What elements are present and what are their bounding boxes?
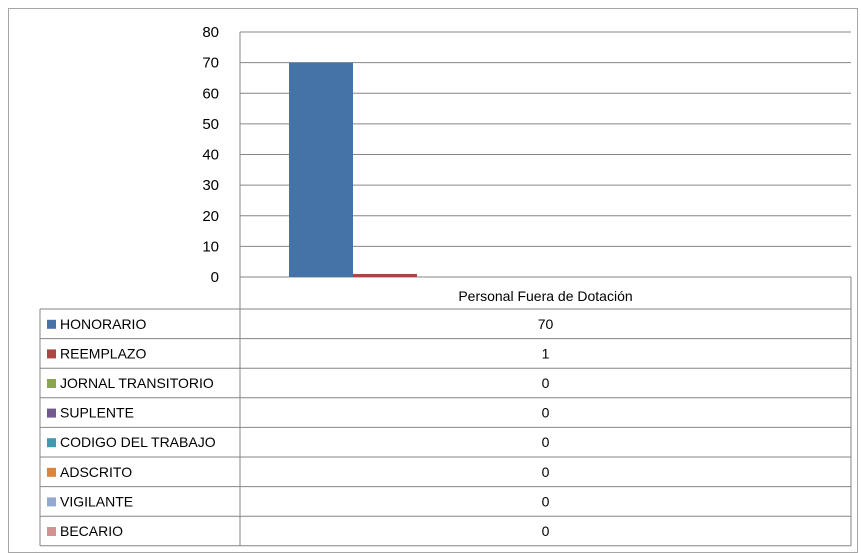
legend-swatch bbox=[47, 408, 56, 418]
y-tick-label: 0 bbox=[211, 269, 219, 286]
legend-label: BECARIO bbox=[60, 523, 123, 539]
y-tick-label: 80 bbox=[202, 24, 219, 41]
bar-reemplazo bbox=[353, 273, 417, 277]
y-tick-label: 50 bbox=[202, 116, 219, 133]
data-label: 1 bbox=[542, 345, 550, 361]
legend-label: HONORARIO bbox=[60, 316, 146, 332]
legend-swatch bbox=[47, 467, 56, 477]
legend-swatch bbox=[47, 319, 56, 329]
data-label: 0 bbox=[542, 523, 550, 539]
y-tick-label: 40 bbox=[202, 147, 219, 164]
y-tick-label: 20 bbox=[202, 208, 219, 225]
y-tick-label: 30 bbox=[202, 177, 219, 194]
legend-swatch bbox=[47, 379, 56, 388]
legend-label: SUPLENTE bbox=[60, 405, 134, 421]
y-tick-label: 60 bbox=[202, 85, 219, 102]
legend-label: CODIGO DEL TRABAJO bbox=[60, 434, 216, 450]
y-tick-label: 10 bbox=[202, 238, 219, 255]
legend-swatch bbox=[47, 527, 56, 536]
legend-swatch bbox=[47, 438, 56, 448]
data-label: 0 bbox=[542, 434, 550, 450]
legend-label: ADSCRITO bbox=[60, 464, 132, 480]
data-label: 0 bbox=[542, 464, 550, 480]
data-label: 0 bbox=[542, 405, 550, 421]
y-tick-label: 70 bbox=[202, 55, 219, 72]
category-label: Personal Fuera de Dotación bbox=[458, 288, 632, 304]
legend-label: REEMPLAZO bbox=[60, 345, 146, 361]
bar-honorario bbox=[289, 62, 353, 277]
legend-swatch bbox=[47, 349, 56, 359]
legend-swatch bbox=[47, 497, 56, 507]
legend-label: VIGILANTE bbox=[60, 493, 133, 509]
data-label: 0 bbox=[542, 375, 550, 391]
data-label: 70 bbox=[538, 316, 554, 332]
legend-label: JORNAL TRANSITORIO bbox=[60, 375, 214, 391]
data-label: 0 bbox=[542, 493, 550, 509]
